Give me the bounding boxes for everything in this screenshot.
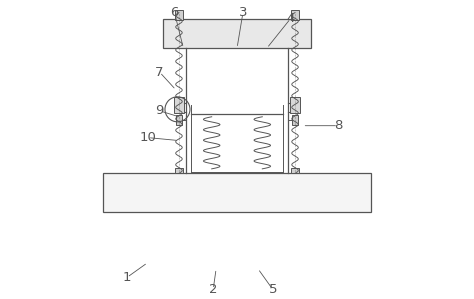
Text: 7: 7	[155, 65, 164, 79]
Bar	[292, 115, 298, 125]
Text: 5: 5	[268, 283, 277, 296]
Text: 6: 6	[170, 6, 179, 19]
Bar	[176, 115, 182, 125]
Text: 4: 4	[286, 12, 295, 25]
Bar	[291, 10, 299, 20]
Text: 10: 10	[139, 131, 156, 144]
Bar	[290, 97, 300, 113]
Text: 9: 9	[155, 104, 164, 117]
Text: 3: 3	[239, 6, 247, 19]
Bar	[163, 19, 311, 48]
Text: 1: 1	[123, 271, 131, 284]
Bar	[174, 97, 184, 113]
Text: 8: 8	[334, 119, 342, 132]
Bar	[291, 168, 299, 173]
Bar	[175, 10, 183, 20]
Bar	[175, 168, 183, 173]
Bar	[103, 173, 371, 212]
Text: 2: 2	[209, 283, 218, 296]
